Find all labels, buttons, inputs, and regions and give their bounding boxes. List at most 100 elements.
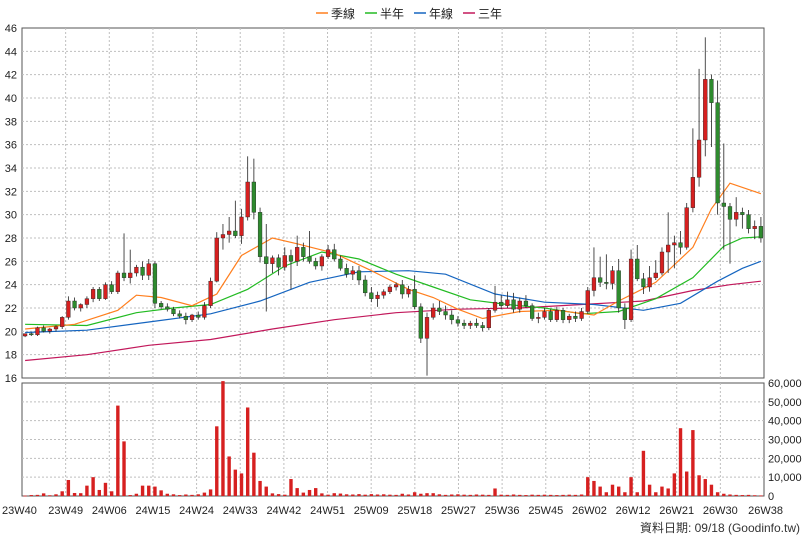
volume-bar: [561, 494, 565, 496]
candle-body: [449, 314, 454, 320]
price-tick-label: 20: [5, 326, 17, 338]
price-tick-label: 18: [5, 350, 17, 362]
candle-body: [245, 181, 250, 218]
volume-bar: [759, 495, 763, 497]
volume-bar: [97, 489, 101, 496]
volume-bar: [109, 491, 114, 496]
candle-body: [721, 202, 726, 207]
x-tick-label: 26W21: [659, 505, 694, 517]
candle-body: [492, 301, 498, 311]
volume-bar: [382, 494, 386, 496]
volume-bar: [196, 494, 200, 496]
volume-bar: [375, 494, 380, 496]
candle-body: [29, 333, 34, 336]
volume-bar: [548, 494, 553, 496]
volume-bar: [505, 494, 510, 496]
candle-body: [598, 277, 603, 283]
candle-body: [356, 270, 362, 281]
candle-body: [295, 247, 300, 262]
volume-bar: [283, 494, 287, 496]
candle-body: [375, 294, 380, 299]
x-axis: 23W40 23W49 24W06 24W15 24W24 24W33 24W42 24W51…: [2, 505, 783, 517]
volume-bar: [276, 494, 281, 496]
candle-body: [53, 326, 59, 330]
volume-bar: [177, 495, 182, 496]
volume-bar: [672, 473, 677, 496]
candle-body: [690, 177, 696, 208]
volume-bar: [208, 489, 213, 496]
volume-bar: [394, 494, 398, 496]
candle-body: [752, 226, 757, 229]
volume-bar: [715, 492, 720, 496]
candle-body: [313, 261, 318, 267]
volume-bar: [289, 479, 293, 496]
volume-bar: [697, 475, 701, 496]
candle-body: [486, 310, 491, 329]
candle-body: [666, 244, 671, 253]
candle-body: [560, 310, 566, 320]
volume-bar: [128, 495, 132, 496]
volume-bar: [140, 485, 145, 496]
volume-bar: [592, 480, 596, 496]
candle-body: [159, 303, 164, 308]
volume-bar: [134, 493, 139, 496]
volume-bar: [567, 494, 571, 496]
legend-label: 季線: [331, 6, 355, 21]
volume-bar: [215, 426, 219, 496]
candle-body: [591, 277, 597, 291]
volume-bar: [103, 482, 108, 496]
candle-body: [220, 234, 226, 239]
volume-bar: [369, 494, 374, 496]
candle-body: [461, 322, 467, 326]
price-tick-label: 38: [5, 116, 17, 128]
candle-body: [84, 298, 90, 305]
candle-body: [22, 333, 28, 337]
candle-body: [140, 266, 145, 276]
price-tick-label: 28: [5, 233, 17, 245]
volume-bar: [493, 488, 497, 496]
candle-body: [47, 328, 52, 332]
candle-body: [78, 304, 83, 309]
volume-bar: [660, 486, 664, 496]
volume-bar: [499, 494, 503, 496]
candle-body: [288, 255, 294, 262]
candle-body: [579, 311, 584, 319]
candle-body: [696, 139, 702, 178]
candle-body: [740, 212, 745, 215]
candle-body: [406, 289, 411, 295]
volume-bar: [66, 479, 71, 496]
volume-panel: 0 10,000 20,000 30,000 40,000 50,000 60,000: [21, 378, 802, 503]
ma-3year-line: [25, 280, 761, 362]
candle-body: [369, 292, 374, 299]
volume-bar: [72, 492, 77, 496]
candle-body: [214, 237, 219, 282]
x-tick-label: 25W36: [485, 505, 520, 517]
volume-bar: [221, 381, 225, 496]
candle-body: [585, 290, 590, 312]
volume-bar: [351, 494, 355, 496]
candle-body: [325, 249, 331, 257]
x-tick-label: 24W33: [223, 505, 258, 517]
candle-body: [264, 256, 269, 264]
price-tick-label: 24: [5, 280, 17, 292]
candle-body: [146, 263, 151, 276]
legend-label: 年線: [429, 6, 453, 21]
volume-bar: [116, 405, 120, 496]
candle-body: [548, 311, 553, 320]
candle-body: [109, 284, 114, 292]
volume-bar: [691, 430, 695, 496]
x-tick-label: 23W40: [2, 505, 37, 517]
candle-body: [257, 212, 263, 257]
candle-body: [709, 79, 714, 103]
volume-bar: [456, 494, 460, 496]
volume-bar: [722, 493, 726, 496]
volume-bar: [29, 495, 33, 496]
candle-body: [727, 206, 733, 220]
candle-body: [641, 278, 646, 288]
candle-body: [307, 256, 312, 262]
volume-tick-label: 0: [768, 491, 774, 503]
volume-bar: [616, 486, 621, 496]
volume-bar: [258, 480, 262, 496]
volume-bar: [85, 485, 89, 496]
